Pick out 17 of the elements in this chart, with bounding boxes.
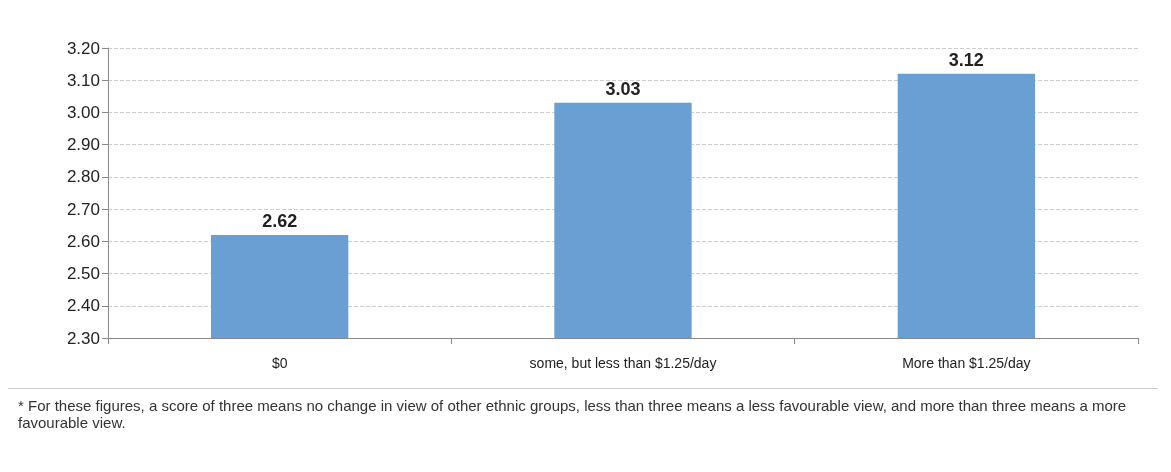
y-tick-label: 2.50	[66, 264, 100, 284]
data-label: 3.12	[948, 49, 984, 70]
x-tick-label: some, but less than $1.25/day	[529, 355, 717, 371]
text: * For these figures, a score of three means no change in view of other ethnic groups, less than three means a less favourable view, and more than three means a more favourable view.	[8, 388, 1158, 439]
y-tick-label: 3.10	[66, 70, 100, 90]
y-tick-label: 3.20	[66, 38, 100, 58]
y-tick-label: 3.00	[66, 102, 100, 122]
x-tick-label: $0	[271, 355, 288, 371]
y-tick-label: 2.30	[66, 328, 100, 348]
data-label: 2.62	[262, 210, 298, 231]
y-tick-label: 2.90	[66, 135, 100, 155]
y-tick-label: 2.60	[66, 231, 100, 251]
data-label: 3.03	[605, 78, 641, 99]
y-tick-label: 2.80	[66, 167, 100, 187]
x-tick-label: More than $1.25/day	[902, 355, 1031, 371]
y-tick-label: 2.40	[66, 296, 100, 316]
y-tick-label: 2.70	[66, 199, 100, 219]
